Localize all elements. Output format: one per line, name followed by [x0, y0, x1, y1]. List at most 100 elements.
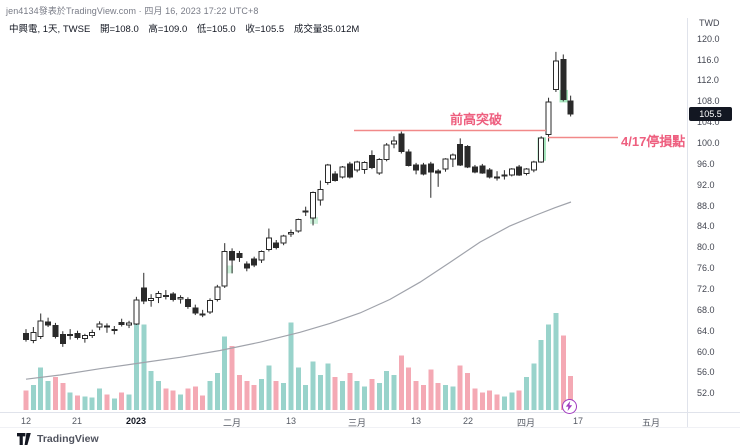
price-axis-label: 84.0 — [697, 221, 715, 232]
time-axis-label: 17 — [572, 416, 584, 426]
candle-up — [30, 331, 37, 342]
volume-bar — [82, 396, 88, 410]
candle-up — [376, 159, 383, 174]
footer-divider — [0, 427, 740, 428]
volume-bar — [244, 380, 250, 410]
candle-down — [420, 164, 427, 175]
breakout-annotation-label: 前高突破 — [450, 112, 503, 127]
candle-down — [273, 242, 280, 248]
candle-down — [346, 163, 353, 178]
volume-bar — [273, 380, 279, 410]
volume-bar — [406, 367, 412, 410]
legend-high: 高=109.0 — [148, 24, 188, 35]
volume-bar — [553, 313, 559, 410]
volume-bar — [457, 365, 463, 410]
volume-bar — [60, 382, 66, 410]
volume-bar — [251, 384, 257, 410]
volume-bar — [222, 336, 228, 410]
candle-up — [391, 140, 397, 145]
volume-bar — [207, 380, 213, 410]
moving-average-line — [25, 201, 572, 380]
volume-bar — [67, 392, 73, 410]
candle-down — [140, 287, 147, 302]
time-axis-label: 22 — [462, 416, 474, 426]
price-axis-border — [687, 18, 688, 427]
volume-bar — [465, 373, 471, 410]
candle-up — [133, 299, 140, 325]
volume-bar — [148, 371, 154, 410]
candle-up — [552, 60, 559, 90]
volume-bar — [104, 394, 110, 410]
candle-up — [310, 192, 317, 219]
candle-up — [494, 176, 501, 179]
volume-bar — [494, 394, 500, 410]
legend-volume: 成交量35.012M — [293, 24, 360, 35]
time-axis-label: 五月 — [641, 418, 661, 428]
time-axis-label: 13 — [285, 416, 297, 426]
volume-bar — [281, 382, 287, 410]
price-axis-label: 104.0 — [697, 117, 720, 128]
price-axis-label: 80.0 — [697, 242, 715, 253]
price-axis-currency: TWD — [699, 18, 720, 28]
time-axis-label: 13 — [410, 416, 422, 426]
volume-bar — [538, 340, 544, 410]
candle-down — [405, 151, 412, 166]
candle-up — [523, 168, 530, 174]
volume-bar — [369, 378, 375, 410]
volume-bar — [435, 382, 441, 410]
volume-bar — [30, 384, 36, 410]
footer-branding[interactable]: TradingView — [17, 433, 99, 445]
volume-bar — [560, 335, 566, 410]
candle-down — [332, 173, 339, 182]
price-axis-label: 88.0 — [697, 200, 715, 211]
volume-bar — [141, 324, 147, 410]
candle-down — [74, 332, 81, 338]
volume-bar — [339, 380, 345, 410]
candle-down — [103, 325, 110, 328]
volume-bar — [163, 388, 169, 410]
volume-bar — [229, 345, 235, 410]
legend-open: 開=108.0 — [99, 24, 139, 35]
candle-down — [471, 166, 478, 173]
legend-low: 低=105.0 — [196, 24, 236, 35]
time-axis-label: 21 — [71, 416, 83, 426]
flash-idea-marker-icon[interactable] — [561, 398, 577, 414]
volume-bar — [568, 376, 574, 410]
volume-bar — [259, 378, 265, 410]
volume-bar — [391, 375, 397, 410]
symbol-legend[interactable]: 中興電, 1天, TWSE 開=108.0 高=109.0 低=105.0 收=… — [9, 21, 366, 35]
volume-bar — [325, 363, 331, 410]
candle-down — [199, 313, 206, 316]
volume-bar — [214, 373, 220, 410]
volume-bar — [52, 377, 58, 410]
price-axis-label: 112.0 — [697, 75, 719, 86]
stoploss-annotation-label: 4/17停損點 — [621, 133, 686, 149]
volume-bar — [479, 392, 485, 410]
candle-down — [398, 133, 405, 152]
volume-bar — [303, 384, 309, 410]
candle-up — [265, 237, 272, 250]
price-axis-label: 96.0 — [697, 158, 715, 169]
lightning-icon — [565, 401, 573, 411]
candle-up — [67, 333, 74, 336]
volume-bar — [295, 367, 301, 410]
price-axis-label: 60.0 — [697, 346, 715, 357]
volume-bar — [362, 386, 368, 410]
candle-up — [177, 296, 184, 300]
candle-down — [52, 324, 59, 337]
candle-up — [361, 161, 368, 171]
candle-down — [170, 293, 177, 300]
time-axis-label: 2023 — [125, 416, 147, 426]
candle-up — [207, 299, 213, 313]
volume-bar — [509, 392, 515, 410]
volume-bar — [23, 390, 29, 410]
candle-down — [479, 165, 486, 174]
price-axis-label: 108.0 — [697, 96, 720, 107]
candle-up — [449, 154, 456, 160]
volume-bar — [119, 392, 125, 410]
candle-up — [317, 188, 324, 201]
tradingview-brand-text: TradingView — [37, 433, 99, 445]
candle-down — [516, 166, 523, 176]
tradingview-logo-icon — [17, 433, 31, 445]
